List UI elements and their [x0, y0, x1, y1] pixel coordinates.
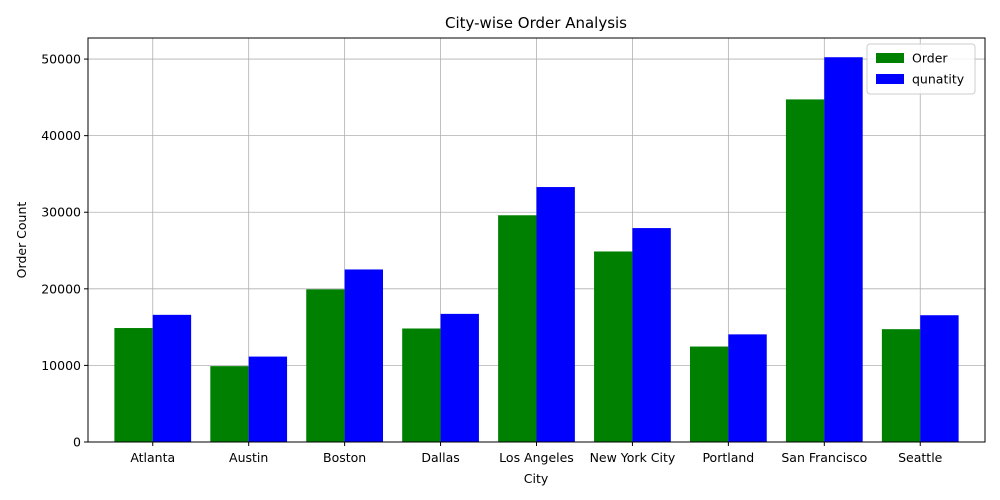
bar-qunatity — [920, 315, 959, 442]
x-tick-label: Los Angeles — [499, 450, 574, 465]
y-tick-label: 50000 — [41, 52, 81, 67]
bar-order — [881, 329, 921, 442]
bar-qunatity — [248, 356, 288, 442]
y-tick-label: 30000 — [41, 205, 81, 220]
bar-order — [498, 215, 537, 442]
chart-title: City-wise Order Analysis — [445, 14, 627, 32]
legend-swatch — [876, 53, 904, 63]
y-tick-label: 10000 — [41, 358, 81, 373]
bar-qunatity — [152, 314, 192, 442]
legend-swatch — [876, 74, 904, 84]
bar-qunatity — [632, 228, 671, 442]
x-axis-ticks: Atlanta Austin Boston Dallas Los Angeles… — [130, 442, 943, 465]
y-axis-label: Order Count — [14, 202, 29, 279]
legend-label: Order — [912, 51, 948, 66]
x-tick-label: Seattle — [898, 450, 943, 465]
bars — [114, 57, 959, 443]
x-tick-label: Austin — [229, 450, 268, 465]
plot-frame — [87, 37, 986, 443]
bar-qunatity — [344, 269, 384, 442]
y-axis-ticks: 0 10000 20000 30000 40000 50000 — [41, 52, 88, 450]
x-tick-label: Atlanta — [130, 450, 175, 465]
bar-order — [402, 328, 441, 442]
x-axis-label: City — [524, 471, 549, 486]
bar-order — [210, 366, 249, 442]
bar-order — [594, 251, 633, 442]
y-tick-label: 40000 — [41, 128, 81, 143]
bar-order — [114, 328, 153, 442]
bar-qunatity — [728, 334, 767, 442]
bar-order — [689, 346, 729, 442]
x-tick-label: San Francisco — [781, 450, 867, 465]
y-tick-label: 0 — [73, 435, 81, 450]
x-tick-label: Portland — [702, 450, 754, 465]
x-tick-label: New York City — [590, 450, 676, 465]
bar-qunatity — [440, 313, 479, 442]
x-tick-label: Dallas — [421, 450, 459, 465]
legend: Order qunatity — [866, 43, 976, 95]
bar-qunatity — [536, 187, 575, 442]
bar-qunatity — [824, 57, 863, 442]
x-tick-label: Boston — [323, 450, 366, 465]
bar-order — [306, 289, 345, 442]
bar-order — [785, 99, 825, 443]
legend-label: qunatity — [912, 72, 965, 87]
y-tick-label: 20000 — [41, 281, 81, 296]
